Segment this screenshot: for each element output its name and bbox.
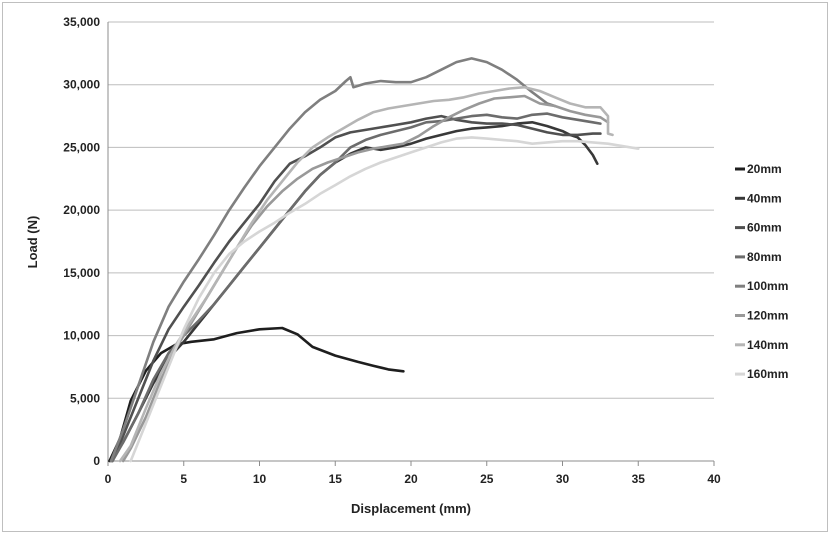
series-line-80mm [111,112,602,463]
series-lines [108,57,640,463]
y-tick-label: 0 [93,454,100,468]
axes [107,22,715,466]
y-axis-title: Load (N) [25,216,40,269]
legend: 20mm 40mm 60mm 80mm 100mm 120mm 140mm 160mm [735,162,788,381]
legend-label-120mm: 120mm [747,309,788,323]
x-tick-label: 10 [253,472,267,486]
legend-label-160mm: 160mm [747,367,788,381]
x-tick-label: 30 [556,472,570,486]
y-tick-label: 5,000 [70,391,100,405]
series-line-100mm [109,57,557,463]
legend-label-80mm: 80mm [747,250,782,264]
y-tick-label: 20,000 [63,203,100,217]
series-line-20mm [108,326,405,463]
y-tick-label: 30,000 [63,78,100,92]
y-tick-label: 25,000 [63,140,100,154]
series-line-140mm [118,85,614,463]
y-tick-labels: 0 5,000 10,000 15,000 20,000 25,000 30,000 35,0… [63,15,100,468]
x-tick-label: 0 [105,472,112,486]
x-tick-label: 5 [180,472,187,486]
series-line-120mm [121,94,610,463]
legend-label-60mm: 60mm [747,221,782,235]
x-tick-label: 35 [632,472,646,486]
x-tick-labels: 0 5 10 15 20 25 30 35 40 [105,472,721,486]
x-tick-label: 15 [329,472,343,486]
legend-label-140mm: 140mm [747,338,788,352]
legend-label-100mm: 100mm [747,279,788,293]
gridlines [108,21,714,399]
y-tick-label: 15,000 [63,266,100,280]
y-tick-label: 10,000 [63,329,100,343]
y-tick-label: 35,000 [63,15,100,29]
x-tick-label: 20 [404,472,418,486]
series-line-60mm [111,114,602,463]
x-tick-label: 40 [707,472,721,486]
legend-label-40mm: 40mm [747,191,782,205]
x-axis-title: Displacement (mm) [351,501,471,516]
series-line-160mm [129,136,640,463]
legend-label-20mm: 20mm [747,162,782,176]
x-tick-label: 25 [480,472,494,486]
